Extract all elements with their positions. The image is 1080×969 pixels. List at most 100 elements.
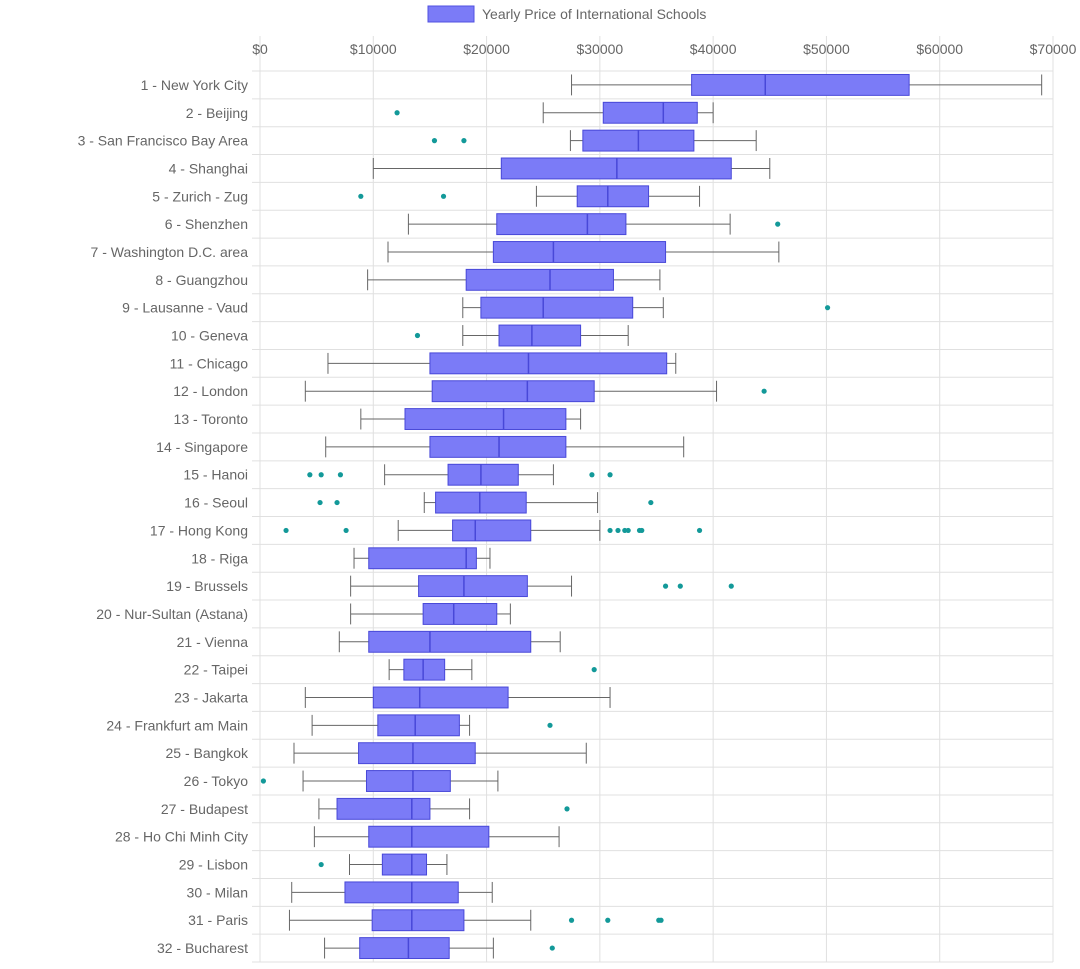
category-label: 32 - Bucharest	[157, 940, 248, 956]
box-16	[317, 491, 654, 514]
box-9	[462, 296, 831, 319]
iqr-box	[431, 380, 595, 403]
box-10	[414, 324, 629, 347]
box-29	[318, 853, 448, 876]
box-20	[350, 603, 511, 625]
iqr-box	[429, 435, 567, 458]
category-label: 29 - Lisbon	[179, 857, 248, 873]
category-label: 21 - Vienna	[177, 634, 249, 650]
box-27	[318, 797, 570, 820]
outlier-point	[358, 193, 364, 199]
iqr-box	[372, 686, 509, 709]
x-tick-label: $70000	[1030, 41, 1077, 57]
outlier-point	[318, 861, 324, 868]
outlier-point	[568, 917, 575, 923]
legend-swatch[interactable]	[427, 5, 475, 23]
x-tick-label: $10000	[350, 41, 397, 57]
y-axis-labels: 1 - New York City 2 - Beijing 3 - San Fran…	[78, 77, 249, 956]
iqr-box	[358, 742, 476, 765]
iqr-box	[602, 101, 698, 124]
category-label: 9 - Lausanne - Vaud	[122, 300, 248, 316]
category-label: 13 - Toronto	[174, 411, 249, 427]
x-tick-label: $50000	[803, 41, 850, 57]
box-14	[325, 435, 685, 458]
outlier-point	[307, 472, 313, 478]
box-1	[571, 73, 1043, 96]
category-label: 10 - Geneva	[171, 328, 248, 344]
outlier-point	[317, 499, 323, 506]
category-label: 7 - Washington D.C. area	[91, 244, 249, 260]
box-30	[291, 881, 493, 904]
box-2	[394, 101, 714, 124]
outlier-point	[461, 138, 467, 144]
legend-label[interactable]: Yearly Price of International Schools	[482, 6, 706, 22]
outlier-point	[414, 332, 421, 339]
iqr-box	[418, 575, 528, 598]
box-5	[358, 185, 701, 208]
outlier-point	[677, 583, 683, 589]
grid	[252, 36, 1054, 963]
category-label: 23 - Jakarta	[174, 689, 248, 705]
x-tick-label: $20000	[463, 41, 510, 57]
iqr-box	[691, 73, 910, 96]
outlier-point	[549, 945, 555, 951]
box-21	[338, 630, 561, 653]
category-label: 27 - Budapest	[161, 801, 248, 817]
outlier-point	[334, 499, 340, 506]
category-label: 2 - Beijing	[186, 105, 248, 121]
box-24	[311, 714, 553, 737]
outlier-point	[564, 806, 570, 812]
legend[interactable]: Yearly Price of International Schools	[427, 5, 706, 23]
box-series	[260, 73, 1043, 960]
category-label: 30 - Milan	[187, 884, 248, 900]
outlier-point	[824, 305, 831, 311]
outlier-point	[662, 583, 669, 589]
category-label: 20 - Nur-Sultan (Astana)	[96, 606, 248, 622]
category-label: 11 - Chicago	[170, 355, 249, 371]
category-label: 5 - Zurich - Zug	[152, 188, 248, 204]
x-tick-label: $60000	[916, 41, 963, 57]
outlier-point	[605, 917, 611, 923]
outlier-point	[547, 722, 553, 728]
iqr-box	[452, 519, 532, 542]
category-label: 24 - Frankfurt am Main	[106, 717, 248, 733]
iqr-box	[496, 213, 627, 236]
outlier-point	[260, 778, 266, 784]
outlier-point	[440, 193, 447, 199]
outlier-point	[696, 527, 703, 534]
outlier-point	[318, 472, 324, 478]
category-label: 17 - Hong Kong	[150, 522, 248, 538]
iqr-box	[368, 825, 490, 848]
outlier-point	[625, 527, 631, 534]
box-31	[288, 909, 664, 932]
iqr-box	[492, 241, 667, 263]
box-3	[431, 129, 757, 152]
iqr-box	[576, 185, 650, 208]
box-23	[304, 686, 611, 709]
box-18	[353, 547, 491, 570]
outlier-point	[658, 917, 664, 923]
category-label: 16 - Seoul	[184, 495, 248, 511]
category-label: 26 - Tokyo	[184, 773, 249, 789]
box-25	[293, 742, 587, 765]
iqr-box	[368, 630, 532, 653]
outlier-point	[607, 472, 613, 478]
iqr-box	[381, 853, 428, 876]
outlier-point	[591, 667, 597, 673]
box-8	[367, 268, 661, 291]
iqr-box	[377, 714, 460, 737]
category-label: 3 - San Francisco Bay Area	[78, 133, 249, 149]
iqr-box	[403, 658, 446, 681]
iqr-box	[359, 937, 450, 960]
box-13	[360, 408, 582, 430]
box-19	[350, 575, 734, 598]
iqr-box	[365, 770, 451, 792]
iqr-box	[465, 268, 614, 291]
category-label: 22 - Taipei	[184, 662, 248, 678]
category-label: 6 - Shenzhen	[165, 216, 248, 232]
box-17	[283, 519, 703, 542]
category-label: 4 - Shanghai	[169, 160, 248, 176]
x-tick-label: $0	[252, 41, 268, 57]
